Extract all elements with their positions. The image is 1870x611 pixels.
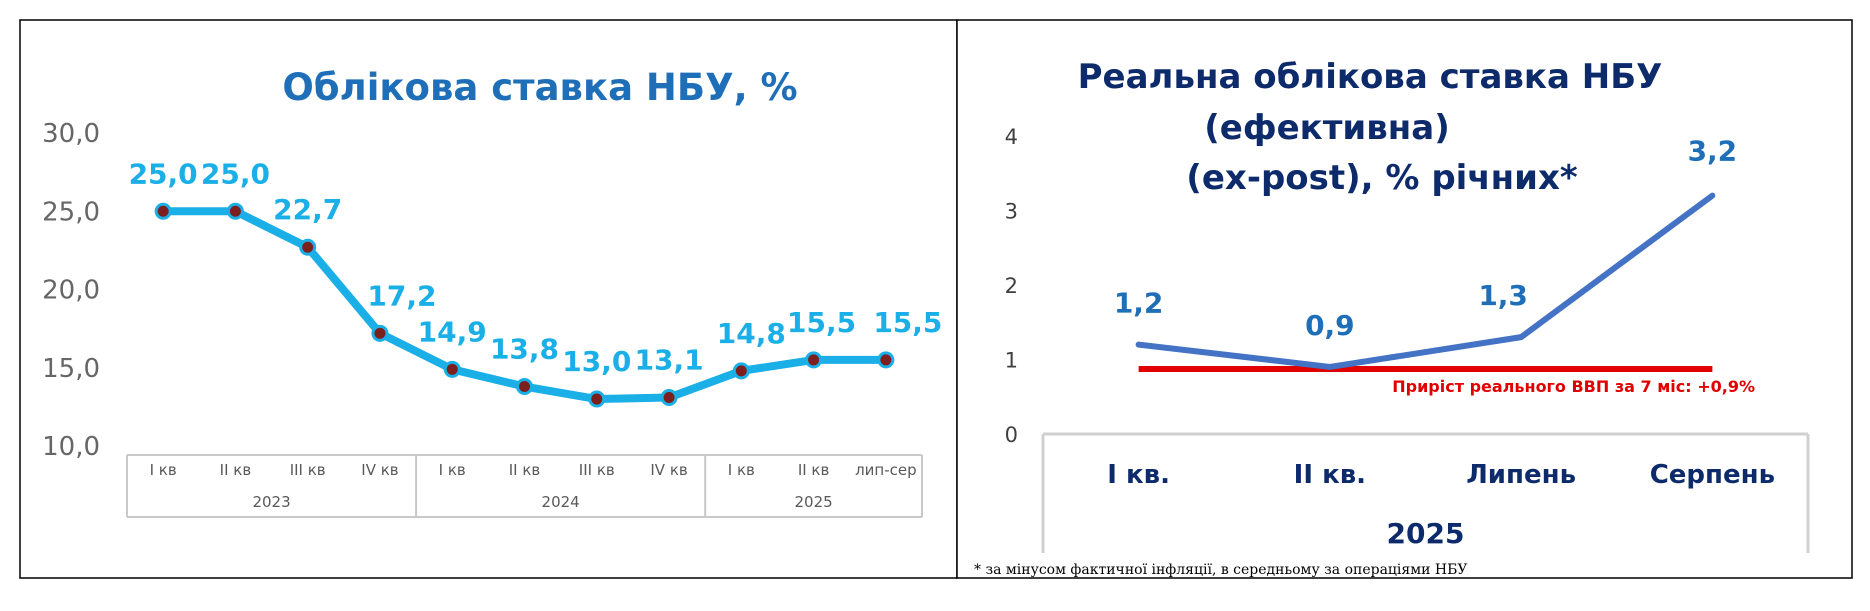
footnote: * за мінусом фактичної інфляції, в серед…: [974, 562, 1468, 578]
left-data-point: [371, 324, 389, 342]
left-data-label: 13,0: [562, 345, 631, 378]
right-chart-frame: [956, 19, 1853, 579]
right-chart-title-line-1: Реальна облікова ставка НБУ: [1078, 57, 1663, 97]
left-data-point: [588, 390, 606, 408]
left-group-label: 2024: [542, 493, 580, 511]
left-category-label: II кв: [798, 461, 830, 479]
left-data-point: [226, 202, 244, 220]
left-data-label: 15,5: [873, 306, 942, 339]
left-data-point: [154, 202, 172, 220]
right-reference-label: Приріст реального ВВП за 7 міс: +0,9%: [1392, 377, 1755, 396]
left-data-label: 25,0: [201, 157, 270, 190]
right-data-label: 1,3: [1478, 279, 1528, 312]
left-y-tick-label: 10,0: [42, 432, 100, 462]
left-chart-title: Облікова ставка НБУ, %: [282, 66, 797, 109]
left-series: 25,0 25,022,717,214,913,8 13,0 13,114,8 15,5…: [129, 157, 942, 408]
left-data-label: 15,5: [787, 306, 856, 339]
left-category-label: IV кв: [650, 461, 687, 479]
left-data-point: [732, 362, 750, 380]
left-category-label: I кв: [728, 461, 755, 479]
left-data-point: [443, 360, 461, 378]
left-category-label: III кв: [290, 461, 326, 479]
left-y-axis: 30,0 25,0 20,0 15,0 10,0: [42, 119, 100, 462]
left-data-label: 25,0: [129, 157, 198, 190]
left-data-point: [805, 351, 823, 369]
left-data-label: 13,8: [490, 333, 559, 366]
right-data-label: 0,9: [1305, 309, 1355, 342]
left-group-label: 2023: [252, 493, 290, 511]
left-category-label: I кв: [439, 461, 466, 479]
right-series: Приріст реального ВВП за 7 міс: +0,9% 1,2…: [1114, 135, 1755, 396]
left-data-label: 14,8: [717, 317, 786, 350]
right-chart: Реальна облікова ставка НБУ (ефективна) …: [974, 57, 1810, 578]
right-chart-title-line-2: (ефективна): [1204, 108, 1450, 148]
right-y-tick-label: 0: [1005, 423, 1018, 447]
left-category-label: IV кв: [361, 461, 398, 479]
right-y-axis: 0 1 2 3 4: [1005, 125, 1018, 447]
left-data-label: 17,2: [367, 279, 436, 312]
right-category-label: Липень: [1466, 460, 1576, 490]
left-y-tick-label: 25,0: [42, 197, 100, 227]
left-data-label: 22,7: [273, 193, 342, 226]
left-y-tick-label: 20,0: [42, 276, 100, 306]
right-data-label: 1,2: [1114, 287, 1164, 320]
right-y-tick-label: 4: [1005, 125, 1018, 149]
right-x-axis: І кв. ІІ кв. Липень Серпень 2025: [1041, 432, 1810, 553]
right-group-label: 2025: [1387, 517, 1465, 550]
left-data-point: [660, 388, 678, 406]
left-category-label: III кв: [579, 461, 615, 479]
left-y-tick-label: 30,0: [42, 119, 100, 149]
right-data-label: 3,2: [1688, 135, 1738, 168]
right-y-tick-label: 2: [1005, 274, 1018, 298]
right-series-line: [1135, 192, 1716, 370]
left-category-label: II кв: [509, 461, 541, 479]
left-data-label: 14,9: [418, 315, 487, 348]
left-data-label: 13,1: [634, 343, 703, 376]
left-chart: Облікова ставка НБУ, % 30,0 25,0 20,0 15,0 1…: [42, 66, 942, 518]
left-chart-frame: [19, 19, 958, 579]
right-category-label: І кв.: [1107, 460, 1170, 490]
right-y-tick-label: 1: [1005, 349, 1018, 373]
left-category-label: II кв: [220, 461, 252, 479]
right-y-tick-label: 3: [1005, 200, 1018, 224]
left-y-tick-label: 15,0: [42, 354, 100, 384]
left-data-point: [299, 238, 317, 256]
left-category-label: I кв: [150, 461, 177, 479]
left-data-point: [516, 378, 533, 396]
left-group-label: 2025: [794, 493, 832, 511]
left-category-label: лип-сер: [855, 461, 917, 479]
left-x-axis: I кв II кв III кв IV кв I кв II кв III кв IV кв…: [126, 454, 923, 518]
right-chart-title-line-3: (ex-post), % річних*: [1186, 158, 1578, 198]
left-data-point: [877, 351, 895, 369]
right-category-label: ІІ кв.: [1294, 460, 1366, 490]
right-category-label: Серпень: [1650, 460, 1775, 490]
